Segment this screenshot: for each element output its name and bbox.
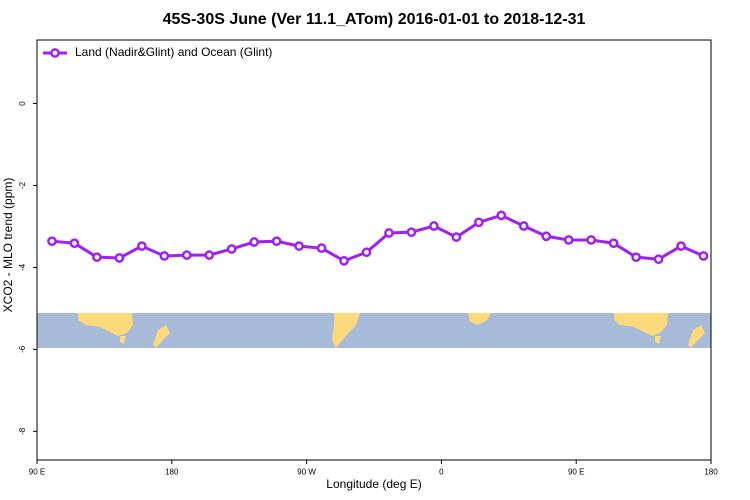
data-point (496, 210, 507, 221)
data-point (294, 241, 304, 251)
data-point (226, 244, 237, 254)
y-tick-label: -2 (18, 181, 27, 189)
data-point (316, 243, 327, 254)
data-point (136, 241, 147, 251)
plot-frame (36, 39, 712, 461)
data-point (586, 235, 597, 245)
y-tick-label: 0 (18, 101, 27, 106)
x-tick-label: 180 (704, 468, 718, 477)
data-point (698, 251, 709, 261)
y-axis-label: XCO2 - MLO trend (ppm) (1, 178, 15, 313)
y-tick-label: -6 (18, 345, 27, 353)
x-tick-label: 90 E (29, 468, 45, 477)
data-point (114, 253, 125, 263)
x-tick-label: 180 (165, 468, 179, 477)
data-point (541, 231, 552, 242)
x-tick-label: 90 W (297, 468, 316, 477)
data-point (339, 256, 349, 266)
x-tick-label: 0 (439, 468, 444, 477)
legend-marker (50, 48, 60, 58)
data-point (406, 227, 417, 238)
data-point (518, 221, 529, 231)
data-point (69, 238, 80, 249)
data-point (608, 238, 619, 249)
data-point (181, 250, 192, 260)
legend-label: Land (Nadir&Glint) and Ocean (Glint) (75, 45, 272, 59)
x-axis-label: Longitude (deg E) (326, 477, 421, 491)
data-point (204, 250, 215, 260)
data-point (271, 236, 282, 247)
data-point (384, 228, 394, 238)
data-point (92, 252, 102, 263)
data-point (361, 247, 372, 258)
x-tick-label: 90 E (568, 468, 584, 477)
map-band (37, 313, 711, 348)
data-point (653, 254, 664, 265)
data-point (159, 251, 170, 261)
data-point (451, 232, 462, 242)
data-point (563, 235, 574, 245)
data-point (47, 236, 57, 247)
data-point (473, 217, 484, 228)
y-tick-label: -4 (18, 263, 27, 271)
data-point (631, 252, 641, 263)
data-point (429, 221, 439, 231)
y-tick-label: -8 (18, 427, 27, 435)
chart-title: 45S-30S June (Ver 11.1_ATom) 2016-01-01 … (163, 11, 586, 28)
series-line (51, 213, 705, 263)
data-point (676, 241, 686, 251)
data-point (249, 237, 260, 247)
